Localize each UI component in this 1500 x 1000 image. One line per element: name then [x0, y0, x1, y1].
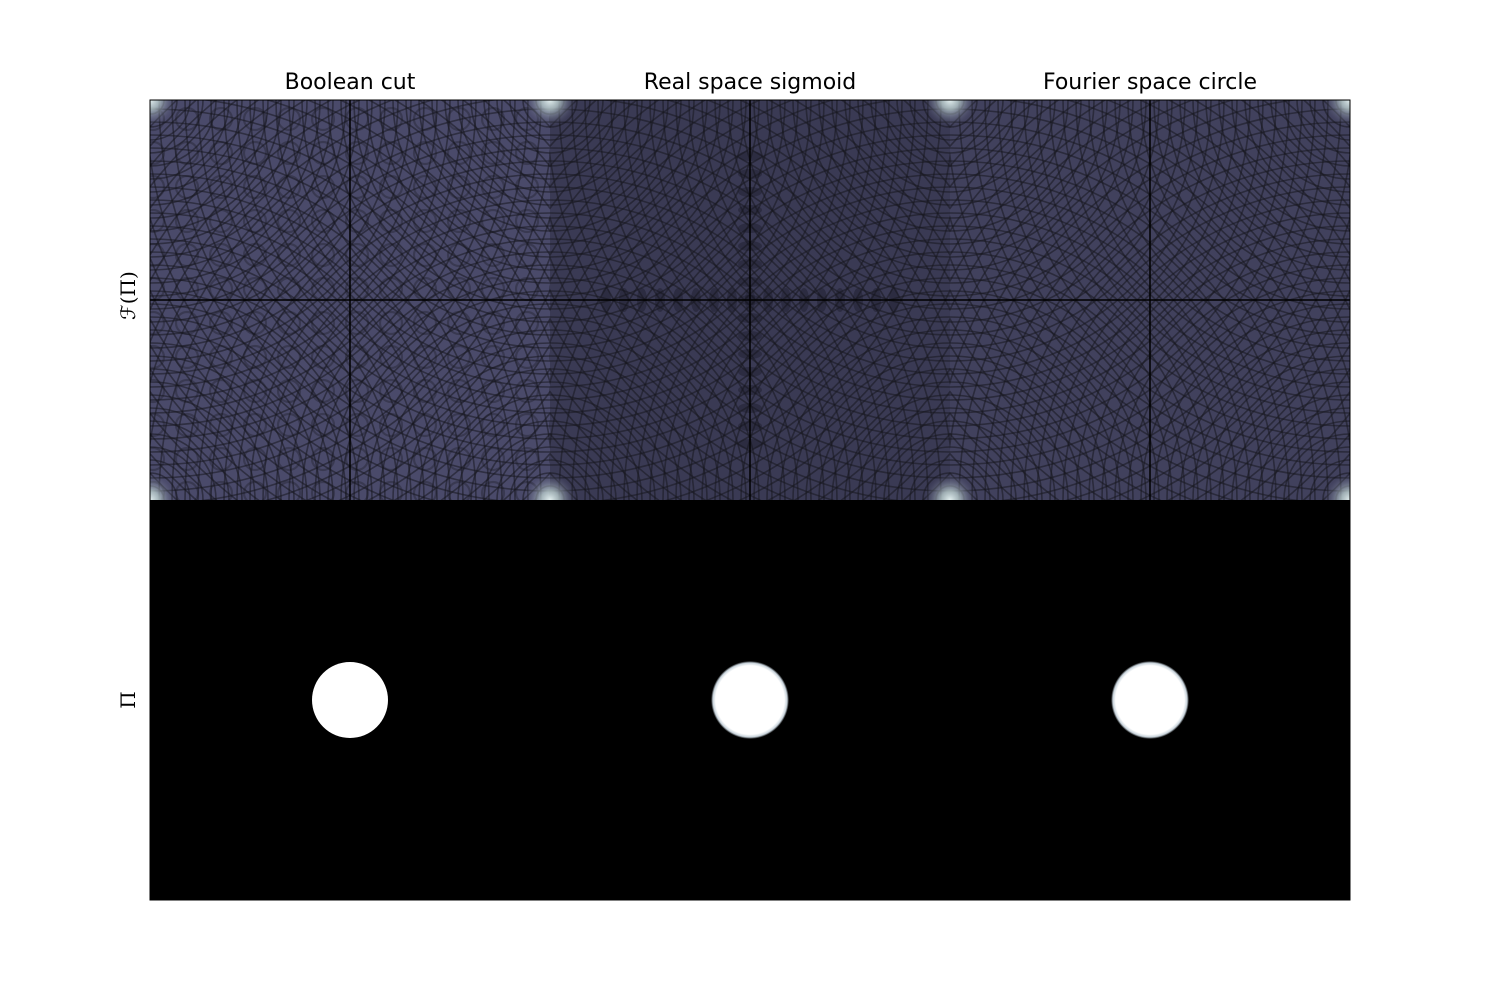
column-title-fourier-space-circle: Fourier space circle: [1042, 70, 1258, 95]
disk-real-space-sigmoid: [711, 661, 789, 739]
fourier-panel-real-space-sigmoid: [550, 100, 950, 500]
real-panel-real-space-sigmoid: [550, 500, 950, 900]
fourier-panel-boolean-cut: [150, 100, 550, 500]
column-title-real-space-sigmoid: Real space sigmoid: [643, 70, 857, 95]
real-panel-fourier-space-circle: [950, 500, 1350, 900]
real-panel-boolean-cut: [150, 500, 550, 900]
fourier-panel-fourier-space-circle: [950, 100, 1350, 500]
disk-fourier-space-circle: [1111, 661, 1189, 739]
disk-boolean-cut: [312, 662, 388, 738]
row-label-real: Π: [116, 691, 140, 709]
column-title-boolean-cut: Boolean cut: [284, 70, 416, 95]
row-label-fourier: ℱ(Π): [116, 271, 140, 320]
